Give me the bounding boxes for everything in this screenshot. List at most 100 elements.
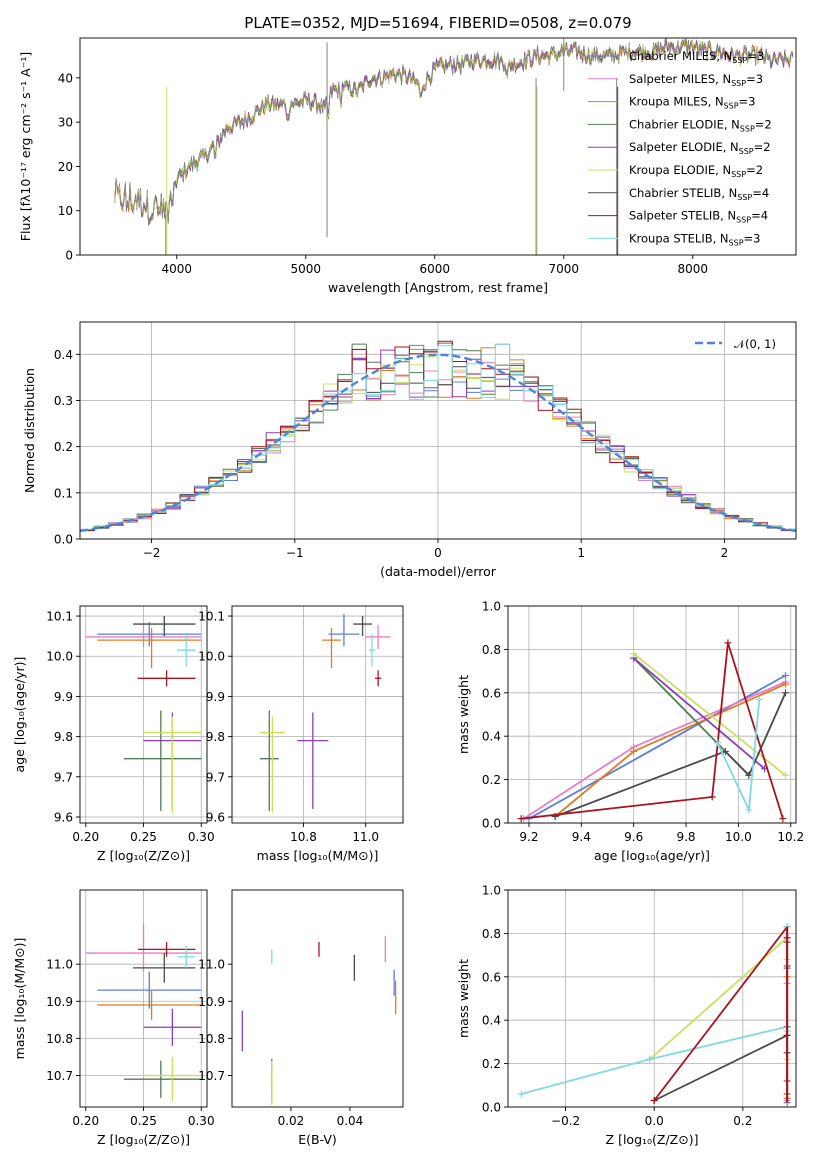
legend-suffix: =4 <box>752 186 769 200</box>
x-tick-label: 0.30 <box>188 1114 215 1128</box>
legend-suffix: =3 <box>747 49 764 63</box>
x-tick-label: 0.04 <box>337 1114 364 1128</box>
plot-area <box>241 936 397 1106</box>
legend-subscript: SSP <box>731 79 746 88</box>
weight-line <box>554 692 787 818</box>
histogram-step <box>80 343 796 530</box>
mass-vs-ebv-panel: 0.02 0.04 10.7 10.8 10.9 11.0 E(B-V) <box>198 889 404 1147</box>
y-tick-label: 10 <box>58 204 73 218</box>
y-tick-label: 20 <box>58 160 73 174</box>
axes-frame <box>231 605 404 824</box>
legend-suffix: =2 <box>746 163 763 177</box>
legend-suffix: =3 <box>744 231 761 245</box>
y-tick-label: 10.9 <box>46 995 73 1009</box>
weight-vs-age-panel: 9.2 9.4 9.6 9.8 10.0 10.2 0.0 0.2 0.4 0.6 0.8 1.0 ag… <box>456 600 804 864</box>
y-tick-label: 9.9 <box>54 690 73 704</box>
x-tick-label: 0.02 <box>278 1114 305 1128</box>
y-tick-label: 0.3 <box>54 394 73 408</box>
legend-suffix: =3 <box>746 72 763 86</box>
y-tick-label: 9.6 <box>54 810 73 824</box>
legend-suffix: =2 <box>754 140 771 154</box>
x-tick-label: 11.0 <box>352 830 379 844</box>
y-tick-label: 9.6 <box>206 810 225 824</box>
x-tick-label: 8000 <box>678 262 709 276</box>
legend: 𝒩(0, 1) <box>695 337 776 351</box>
x-tick-label: 9.8 <box>676 830 695 844</box>
legend-label: Chabrier ELODIE, NSSP=2 <box>629 117 772 133</box>
age-vs-mass-panel: 10.8 11.0 9.6 9.7 9.8 9.9 10.0 10.1 mass [log₁₀(… <box>198 605 404 863</box>
x-tick-label: 10.2 <box>777 830 804 844</box>
x-tick-label: 0.25 <box>130 830 157 844</box>
legend-label: Salpeter ELODIE, NSSP=2 <box>629 140 771 156</box>
weight-line <box>633 652 787 777</box>
y-tick-label: 10.8 <box>198 1032 225 1046</box>
plot-area <box>259 614 391 813</box>
weight-line <box>653 1034 788 1102</box>
x-tick-label: 1 <box>577 546 585 560</box>
y-tick-label: 40 <box>58 71 73 85</box>
x-tick-label: 9.6 <box>624 830 643 844</box>
y-tick-label: 11.0 <box>198 958 225 972</box>
y-tick-label: 30 <box>58 116 73 130</box>
y-axis-label: age [log₁₀(age/yr)] <box>12 657 27 773</box>
y-tick-label: 10.9 <box>198 995 225 1009</box>
legend-label: 𝒩(0, 1) <box>734 337 776 351</box>
y-tick-label: 0.2 <box>482 1057 501 1071</box>
y-tick-label: 10.8 <box>46 1032 73 1046</box>
y-axis-label: mass weight <box>456 959 471 1038</box>
y-tick-label: 1.0 <box>482 884 501 898</box>
y-tick-label: 0.8 <box>482 927 501 941</box>
legend-label: Kroupa ELODIE, NSSP=2 <box>629 163 763 179</box>
weight-line <box>649 937 788 1060</box>
y-tick-label: 1.0 <box>482 600 501 614</box>
plot-area <box>114 38 794 255</box>
x-axis-label: (data-model)/error <box>380 564 497 579</box>
legend-label: Salpeter STELIB, NSSP=4 <box>629 209 768 225</box>
y-tick-label: 0.4 <box>482 730 501 744</box>
y-axis-label: mass weight <box>456 675 471 754</box>
x-tick-label: 0.20 <box>72 1114 99 1128</box>
legend-label: Chabrier STELIB, NSSP=4 <box>629 186 769 202</box>
x-tick-label: 0.30 <box>188 830 215 844</box>
x-tick-label: 9.2 <box>519 830 538 844</box>
legend-subscript: SSP <box>729 238 744 247</box>
y-axis-label: Flux [fλ10⁻¹⁷ erg cm⁻² s⁻¹ A⁻¹] <box>18 52 33 241</box>
x-tick-label: −0.2 <box>551 1114 580 1128</box>
x-tick-label: 0.2 <box>733 1114 752 1128</box>
x-tick-label: 5000 <box>290 262 321 276</box>
y-tick-label: 9.7 <box>54 770 73 784</box>
age-vs-metallicity-panel: 0.20 0.25 0.30 9.6 9.7 9.8 9.9 10.0 10.1 Z [log₁₀… <box>12 605 215 863</box>
plot-area <box>517 923 791 1107</box>
legend-label: Kroupa MILES, NSSP=3 <box>629 95 755 111</box>
y-tick-label: 9.7 <box>206 770 225 784</box>
y-tick-label: 10.7 <box>46 1069 73 1083</box>
plot-area <box>85 616 202 813</box>
y-tick-label: 0.6 <box>482 970 501 984</box>
x-tick-label: 10.8 <box>290 830 317 844</box>
axes-frame <box>231 889 404 1108</box>
x-axis-label: E(B-V) <box>298 1132 337 1147</box>
y-tick-label: 0.2 <box>54 440 73 454</box>
x-tick-label: 0.20 <box>72 830 99 844</box>
y-tick-label: 0.0 <box>482 1101 501 1115</box>
legend-label: Chabrier MILES, NSSP=3 <box>629 49 764 65</box>
x-tick-label: −2 <box>143 546 161 560</box>
y-tick-label: 10.1 <box>198 610 225 624</box>
legend-subscript: SSP <box>737 193 752 202</box>
plot-area <box>80 340 796 533</box>
legend-subscript: SSP <box>736 216 751 225</box>
y-axis-label: mass [log₁₀(M/M⊙)] <box>12 938 27 1060</box>
legend: Chabrier MILES, NSSP=3 Salpeter MILES, NS… <box>588 49 772 247</box>
legend-label: Salpeter MILES, NSSP=3 <box>629 72 763 88</box>
x-tick-label: 10.0 <box>725 830 752 844</box>
legend-subscript: SSP <box>739 147 754 156</box>
legend-suffix: =3 <box>739 95 756 109</box>
x-tick-label: 2 <box>721 546 729 560</box>
x-tick-label: 6000 <box>420 262 451 276</box>
x-axis-label: Z [log₁₀(Z/Z⊙)] <box>606 1132 699 1147</box>
x-axis-label: wavelength [Angstrom, rest frame] <box>328 280 548 295</box>
weight-line <box>653 926 788 1102</box>
normal-curve <box>80 353 796 533</box>
plot-area <box>517 639 790 823</box>
